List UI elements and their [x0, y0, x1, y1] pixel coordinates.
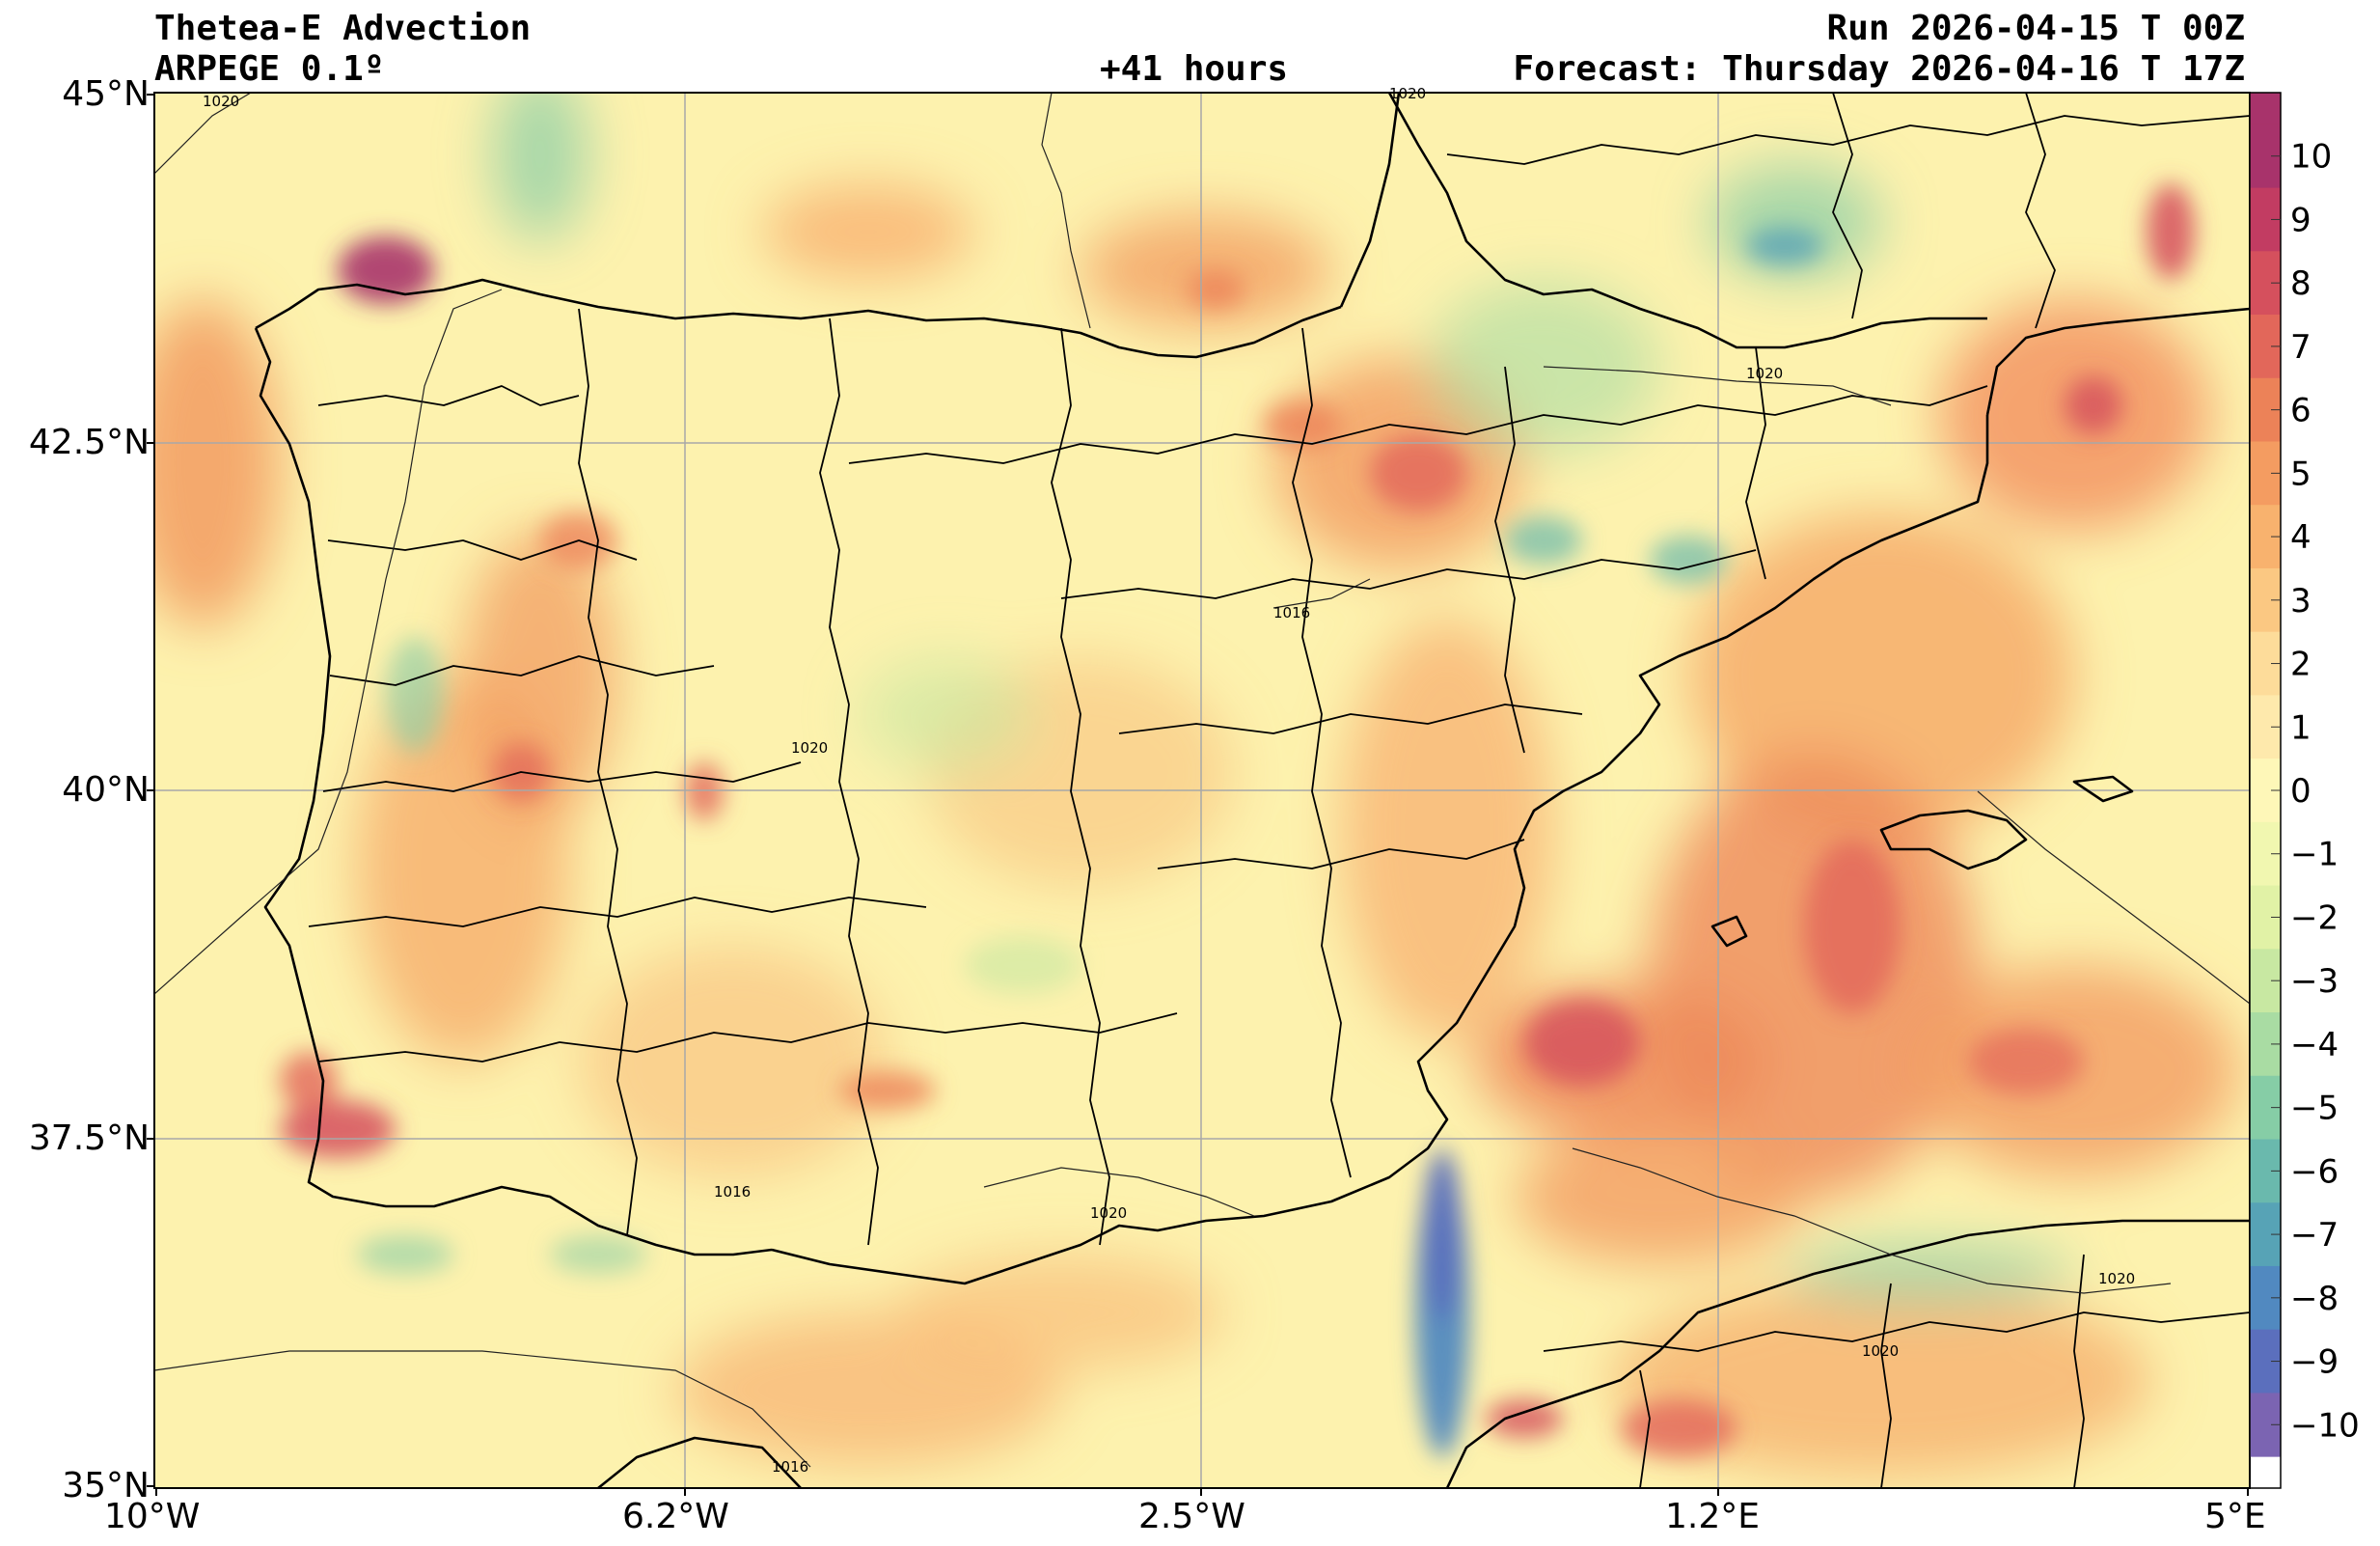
colorbar-tick-label: −5 — [2290, 1090, 2339, 1128]
lat-tick-label: 37.5°N — [28, 1118, 150, 1158]
svg-text:1016: 1016 — [1273, 604, 1310, 621]
colorbar-tick-label: 3 — [2290, 582, 2312, 621]
svg-text:1020: 1020 — [1090, 1204, 1127, 1222]
lon-tick-label: 10°W — [104, 1497, 201, 1536]
colorbar-tick-label: 2 — [2290, 646, 2312, 684]
lon-tick-label: 1.2°E — [1665, 1497, 1760, 1536]
svg-text:1020: 1020 — [791, 739, 828, 757]
colorbar-tick-label: 0 — [2290, 772, 2312, 811]
svg-text:1020: 1020 — [203, 93, 239, 110]
map-title: Thetea-E Advection — [154, 9, 532, 48]
run-label: Run 2026-04-15 T 00Z — [1826, 9, 2245, 48]
colorbar-tick-label: −3 — [2290, 962, 2339, 1001]
svg-text:1020: 1020 — [2098, 1270, 2135, 1287]
colorbar-tick-label: 7 — [2290, 328, 2312, 367]
colorbar-tick-label: 6 — [2290, 392, 2312, 430]
lat-tick-label: 45°N — [62, 74, 150, 114]
colorbar — [2249, 92, 2282, 1489]
model-label: ARPEGE 0.1º — [154, 49, 385, 89]
colorbar-tick-label: −7 — [2290, 1216, 2339, 1255]
svg-text:1016: 1016 — [714, 1183, 751, 1201]
colorbar-tick-label: −4 — [2290, 1026, 2339, 1064]
colorbar-tick-label: −6 — [2290, 1152, 2339, 1191]
colorbar-tick-label: 8 — [2290, 264, 2312, 303]
lon-tick-label: 5°E — [2204, 1497, 2266, 1536]
colorbar-tick-label: 5 — [2290, 455, 2312, 493]
colorbar-tick-label: −2 — [2290, 898, 2339, 937]
colorbar-tick-label: 4 — [2290, 518, 2312, 557]
lat-tick-label: 42.5°N — [28, 423, 150, 462]
lon-tick-label: 6.2°W — [622, 1497, 729, 1536]
svg-text:1020: 1020 — [1862, 1342, 1899, 1360]
isobars — [154, 93, 2250, 1468]
colorbar-tick-label: 9 — [2290, 201, 2312, 239]
colorbar-tick-label: −9 — [2290, 1343, 2339, 1382]
forecast-label: Forecast: Thursday 2026-04-16 T 17Z — [1513, 49, 2245, 89]
field-blobs-broad — [154, 93, 2238, 1477]
isobar-labels: 1020 1020 1020 1016 1020 1016 1020 1020 … — [203, 85, 2135, 1476]
axis-ticks — [147, 94, 2249, 1496]
coastlines-borders — [254, 93, 2250, 1488]
colorbar-tick-label: −10 — [2290, 1406, 2360, 1445]
field-blobs-sharp — [280, 183, 2195, 1457]
colorbar-tick-label: −1 — [2290, 836, 2339, 874]
lead-time-label: +41 hours — [1100, 49, 1289, 89]
lon-tick-label: 2.5°W — [1138, 1497, 1245, 1536]
admin-borders — [308, 93, 2250, 1488]
svg-text:1016: 1016 — [772, 1458, 808, 1476]
colorbar-tick-label: −8 — [2290, 1280, 2339, 1318]
colorbar-tick-label: 10 — [2290, 138, 2332, 177]
lat-tick-label: 40°N — [62, 770, 150, 810]
advection-field — [154, 93, 2250, 1488]
svg-text:1020: 1020 — [1746, 365, 1783, 382]
lat-tick-label: 35°N — [62, 1466, 150, 1505]
colorbar-tick-label: 1 — [2290, 708, 2312, 747]
